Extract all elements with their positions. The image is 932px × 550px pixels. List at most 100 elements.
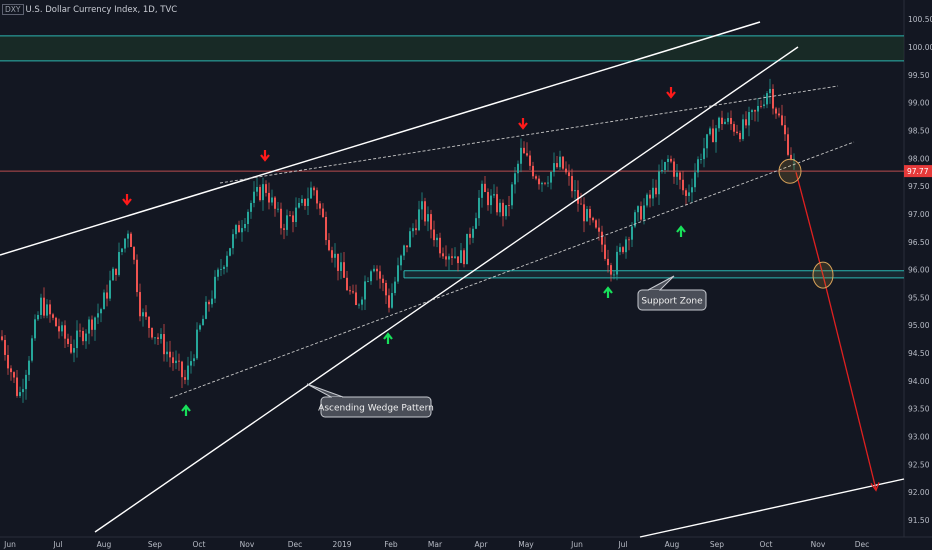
candle-body xyxy=(136,259,138,293)
candle xyxy=(67,333,69,347)
candle-body xyxy=(343,262,345,278)
candle xyxy=(433,220,435,247)
candle-body xyxy=(280,208,282,229)
upper-zone-fill xyxy=(0,35,904,61)
candle-body xyxy=(301,198,303,203)
candle xyxy=(466,233,468,265)
candle-body xyxy=(124,238,126,249)
candle-body xyxy=(640,206,642,220)
candle xyxy=(187,356,189,386)
candle xyxy=(247,209,249,233)
candle xyxy=(388,288,390,313)
candle-body xyxy=(265,184,267,193)
candle-body xyxy=(463,250,465,265)
candle-body xyxy=(193,358,195,362)
candle-body xyxy=(412,228,414,232)
candle xyxy=(673,158,675,184)
candle-body xyxy=(775,108,777,114)
y-tick-label: 100.00 xyxy=(908,43,932,52)
candle xyxy=(223,264,225,275)
candle-body xyxy=(763,104,765,106)
candle-body xyxy=(514,173,516,185)
candle-body xyxy=(688,192,690,196)
candle-body xyxy=(325,216,327,241)
candle-body xyxy=(712,128,714,143)
red-down-arrow-icon xyxy=(518,118,528,130)
candle xyxy=(406,245,408,253)
candle xyxy=(400,254,402,271)
candle-body xyxy=(574,190,576,192)
candle-body xyxy=(358,304,360,306)
candle-body xyxy=(655,187,657,195)
candle xyxy=(271,189,273,206)
candle-body xyxy=(544,182,546,184)
candle-body xyxy=(67,338,69,345)
candle-body xyxy=(319,203,321,209)
candle-body xyxy=(241,228,243,233)
candle xyxy=(424,197,426,226)
candle xyxy=(496,186,498,216)
candle xyxy=(145,305,147,320)
candle xyxy=(178,353,180,371)
candle-body xyxy=(82,330,84,342)
candle-body xyxy=(133,246,135,260)
candle-body xyxy=(328,240,330,251)
candle xyxy=(793,153,795,170)
candle-body xyxy=(664,161,666,170)
candle xyxy=(640,201,642,221)
candle xyxy=(769,78,771,104)
candle-body xyxy=(130,233,132,247)
candle xyxy=(73,339,75,363)
candle xyxy=(460,242,462,264)
candle xyxy=(625,236,627,259)
candle-body xyxy=(535,176,537,179)
candle xyxy=(490,189,492,214)
candle xyxy=(649,190,651,208)
candle-body xyxy=(274,197,276,209)
candle xyxy=(697,156,699,178)
candle-body xyxy=(724,121,726,124)
candle-body xyxy=(565,168,567,173)
candle-body xyxy=(418,209,420,231)
candle xyxy=(562,155,564,171)
candle-body xyxy=(28,360,30,375)
red-down-arrow-icon xyxy=(260,150,270,162)
candle xyxy=(136,254,138,297)
candle-body xyxy=(115,268,117,275)
candle-body xyxy=(538,178,540,185)
candle xyxy=(781,104,783,127)
candle xyxy=(559,150,561,170)
symbol-badge[interactable]: DXY xyxy=(2,4,24,15)
candle xyxy=(154,337,156,345)
candle xyxy=(52,312,54,321)
candle-body xyxy=(43,297,45,316)
candle-body xyxy=(235,225,237,235)
candle-body xyxy=(310,187,312,199)
candle-body xyxy=(172,357,174,364)
candle xyxy=(352,284,354,295)
candle xyxy=(76,320,78,358)
candle-body xyxy=(238,225,240,233)
candle xyxy=(604,236,606,261)
candle-body xyxy=(256,186,258,192)
candle-body xyxy=(691,187,693,193)
x-tick-label: Mar xyxy=(428,540,443,549)
candle xyxy=(373,265,375,273)
candle xyxy=(298,198,300,209)
candle-body xyxy=(208,301,210,305)
y-tick-label: 93.00 xyxy=(908,433,930,442)
candle-body xyxy=(334,253,336,258)
candle xyxy=(160,328,162,344)
candle-body xyxy=(601,231,603,245)
candle xyxy=(745,111,747,129)
candle-body xyxy=(769,88,771,94)
candle-body xyxy=(289,215,291,217)
candle-body xyxy=(433,229,435,241)
candle-body xyxy=(250,202,252,212)
candle xyxy=(40,293,42,319)
candle-body xyxy=(229,248,231,256)
candle-body xyxy=(610,265,612,275)
candle-body xyxy=(361,299,363,305)
candle-body xyxy=(451,256,453,258)
